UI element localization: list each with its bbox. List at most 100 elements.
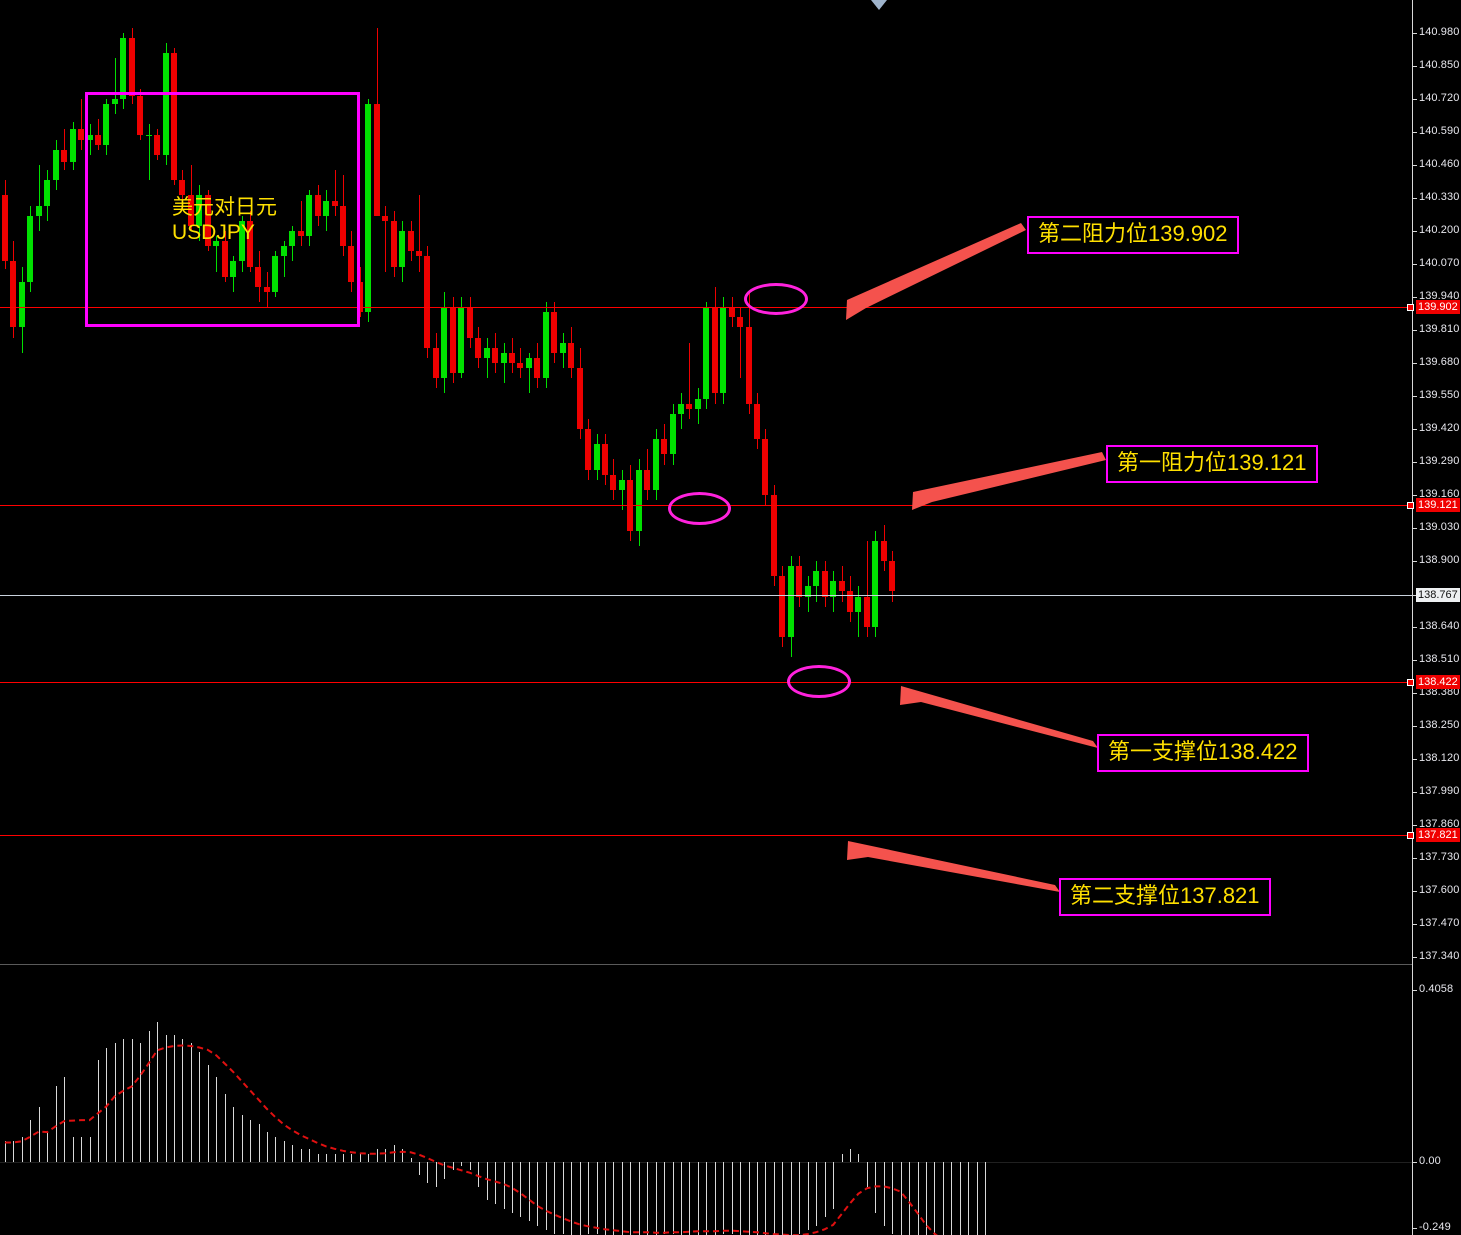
candle-wick (377, 27, 378, 115)
candle-body (70, 129, 76, 163)
axis-tick-label: 139.290 (1419, 455, 1460, 467)
candle-body (408, 231, 414, 252)
callout-support-2[interactable]: 第二支撑位137.821 (1059, 878, 1271, 916)
macd-histogram-bar (799, 1162, 800, 1235)
candle-body (323, 200, 329, 216)
macd-indicator-pane[interactable] (0, 966, 1412, 1235)
axis-tick (1412, 198, 1417, 199)
level-marker (1407, 679, 1414, 686)
candle-wick (64, 129, 65, 171)
candle-body (61, 149, 67, 163)
axis-tick (1412, 858, 1417, 859)
consolidation-rectangle[interactable] (85, 92, 360, 327)
callout-support-1[interactable]: 第一支撑位138.422 (1097, 734, 1309, 772)
macd-signal-line (5, 1044, 938, 1235)
macd-histogram-bar (411, 1157, 412, 1162)
candle-body (881, 540, 887, 561)
axis-tick-label: 140.460 (1419, 158, 1460, 170)
candle-body (441, 307, 447, 379)
price-axis[interactable]: 140.980 140.850 140.720 140.590 140.460 140.3… (1407, 0, 1461, 1235)
candle-body (467, 307, 473, 338)
candle-body (610, 474, 616, 490)
macd-histogram-bar (580, 1162, 581, 1235)
macd-histogram-bar (664, 1162, 665, 1235)
level-price-tag: 138.422 (1416, 675, 1460, 689)
candle-wick (504, 342, 505, 384)
axis-tick-label: 138.900 (1419, 554, 1460, 566)
axis-tick-label: 140.070 (1419, 257, 1460, 269)
candle-body (416, 251, 422, 257)
macd-histogram-bar (512, 1162, 513, 1213)
macd-histogram-bar (613, 1162, 614, 1235)
macd-histogram-bar (605, 1162, 606, 1235)
current-price-tag: 138.767 (1416, 588, 1460, 602)
macd-histogram-bar (554, 1162, 555, 1235)
candle-body (95, 134, 101, 145)
candle-body (306, 195, 312, 237)
candle-wick (858, 586, 859, 638)
candle-body (196, 195, 202, 226)
axis-tick-label: 140.850 (1419, 59, 1460, 71)
candle-body (839, 581, 845, 592)
axis-tick (1412, 891, 1417, 892)
axis-tick (1412, 165, 1417, 166)
candle-body (450, 307, 456, 374)
macd-histogram-bar (639, 1162, 640, 1235)
macd-axis-tick (1412, 1162, 1417, 1163)
support-resistance-line (0, 835, 1412, 836)
axis-tick (1412, 792, 1417, 793)
macd-histogram-bar (757, 1162, 758, 1235)
candle-body (712, 307, 718, 394)
axis-tick (1412, 627, 1417, 628)
axis-line (1412, 0, 1413, 1235)
candle-body (36, 205, 42, 216)
candle-body (864, 596, 870, 627)
macd-histogram-bar (140, 1043, 141, 1162)
macd-histogram-bar (402, 1149, 403, 1162)
candle-wick (385, 205, 386, 272)
callout-resistance-2[interactable]: 第二阻力位139.902 (1027, 216, 1239, 254)
axis-tick (1412, 33, 1417, 34)
macd-histogram-bar (335, 1153, 336, 1162)
macd-histogram-bar (56, 1085, 57, 1162)
macd-histogram-bar (782, 1162, 783, 1235)
level-marker (1407, 832, 1414, 839)
macd-histogram-bar (673, 1162, 674, 1235)
macd-histogram-bar (5, 1140, 6, 1162)
macd-histogram-bar (546, 1162, 547, 1230)
macd-histogram-bar (884, 1162, 885, 1226)
candle-body (44, 180, 50, 206)
macd-histogram-bar (292, 1145, 293, 1162)
macd-histogram-bar (199, 1051, 200, 1162)
ellipse-resistance-1[interactable] (668, 492, 731, 525)
candle-body (264, 286, 270, 292)
candle-body (348, 246, 354, 282)
macd-histogram-bar (419, 1162, 420, 1175)
candle-body (399, 231, 405, 267)
candle-body (492, 347, 498, 363)
candle-body (636, 469, 642, 531)
macd-histogram-bar (174, 1034, 175, 1162)
candle-body (796, 566, 802, 597)
candle-body (78, 129, 84, 140)
candle-body (87, 134, 93, 140)
ellipse-support-1[interactable] (787, 665, 851, 698)
candle-body (205, 195, 211, 247)
callout-resistance-1[interactable]: 第一阻力位139.121 (1106, 445, 1318, 483)
candle-body (737, 317, 743, 328)
candle-body (247, 220, 253, 267)
axis-tick (1412, 957, 1417, 958)
macd-histogram-bar (571, 1162, 572, 1235)
candle-body (703, 307, 709, 399)
macd-histogram-bar (495, 1162, 496, 1205)
candle-body (577, 368, 583, 429)
macd-histogram-bar (732, 1162, 733, 1235)
candle-wick (622, 469, 623, 511)
candle-body (822, 571, 828, 597)
ellipse-resistance-2[interactable] (744, 283, 808, 315)
macd-histogram-bar (73, 1136, 74, 1162)
macd-histogram-bar (943, 1162, 944, 1235)
macd-histogram-bar (436, 1162, 437, 1188)
axis-tick (1412, 693, 1417, 694)
macd-histogram-bar (64, 1077, 65, 1162)
